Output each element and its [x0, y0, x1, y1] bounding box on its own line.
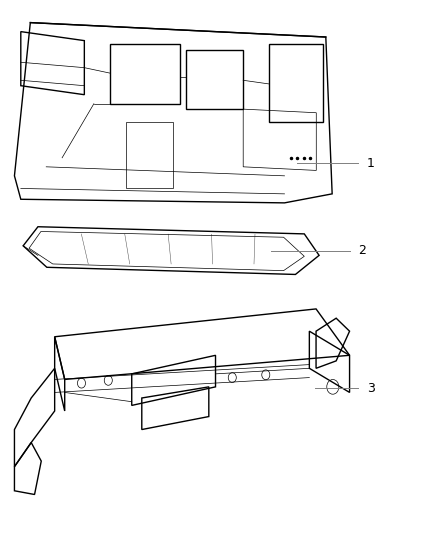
Text: 3: 3 — [367, 382, 375, 395]
Text: 2: 2 — [358, 244, 366, 257]
Text: 1: 1 — [367, 157, 375, 169]
